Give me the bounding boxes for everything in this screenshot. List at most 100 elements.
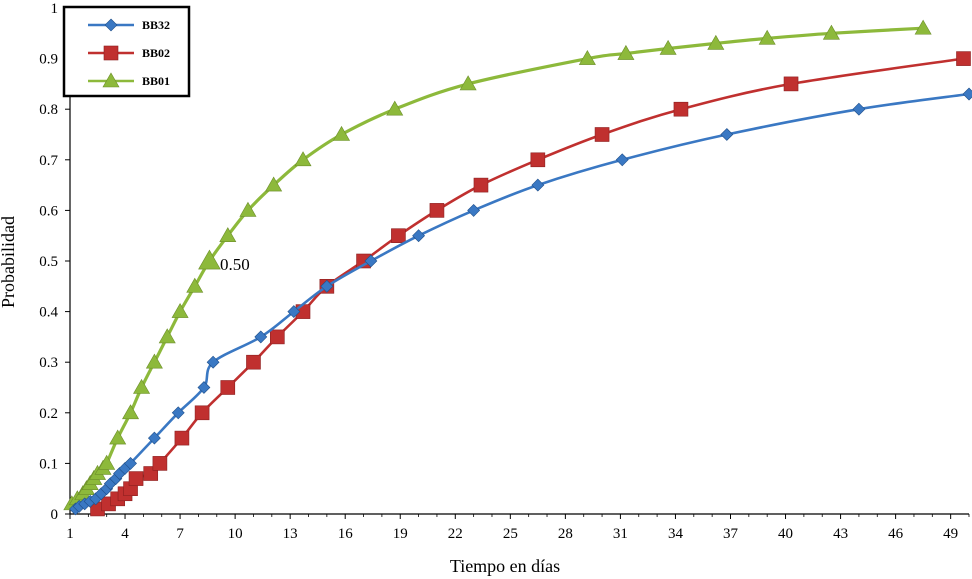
x-axis-label: Tiempo en días (450, 556, 560, 576)
point-bb32 (254, 330, 268, 344)
point-bb01 (659, 39, 677, 55)
point-bb32 (962, 87, 972, 101)
point-bb01 (578, 49, 596, 65)
point-bb32 (852, 102, 866, 116)
point-bb32 (197, 381, 211, 394)
point-bb01 (109, 429, 127, 445)
legend-label-bb02: BB02 (142, 46, 170, 60)
point-bb32 (467, 203, 481, 217)
series-bb02 (90, 51, 971, 517)
legend-swatch-marker (102, 72, 120, 88)
point-bb01 (386, 100, 404, 116)
series-group (63, 19, 972, 517)
point-bb01 (758, 29, 776, 45)
point-bb32 (287, 305, 301, 319)
x-tick-label: 13 (283, 526, 298, 542)
point-bb32 (171, 406, 185, 420)
x-tick-label: 46 (888, 526, 904, 542)
legend-item-bb01: BB01 (88, 72, 170, 88)
point-bb01 (914, 19, 932, 35)
x-tick-label: 34 (668, 526, 684, 542)
legend-item-bb02: BB02 (88, 45, 170, 61)
legend-label-bb01: BB01 (142, 74, 170, 88)
point-bb01 (186, 277, 204, 293)
point-bb01 (459, 75, 477, 91)
x-tick-label: 1 (66, 526, 74, 542)
point-bb01 (171, 302, 189, 318)
y-tick-label: 0.1 (39, 456, 58, 472)
y-axis-label: Probabilidad (0, 216, 18, 308)
point-bb01 (617, 44, 635, 60)
point-bb02 (270, 329, 285, 345)
line-bb01 (70, 26, 924, 506)
x-axis-ticks: 1 4 7 10 13 16 19 22 25 28 31 34 37 40 43 46 49 (66, 514, 970, 542)
point-bb32 (147, 431, 161, 445)
legend-swatch-marker (103, 45, 119, 61)
point-bb02 (174, 430, 190, 446)
point-bb01 (98, 454, 116, 470)
x-tick-label: 7 (176, 526, 184, 542)
point-bb02 (956, 51, 971, 66)
point-bb01 (707, 34, 725, 50)
point-bb32 (615, 153, 629, 167)
series-bb32 (69, 87, 972, 516)
point-bb01 (198, 249, 221, 270)
point-bb32 (531, 178, 545, 192)
line-bb32 (74, 92, 970, 510)
y-tick-label: 0.9 (39, 52, 58, 68)
y-tick-label: 0.4 (39, 305, 58, 321)
point-bb01 (219, 227, 237, 242)
point-bb02 (530, 152, 546, 168)
point-bb01 (333, 125, 351, 141)
x-tick-label: 31 (613, 526, 628, 542)
point-bb32 (206, 355, 220, 369)
point-bb01 (133, 378, 151, 394)
point-bb32 (364, 254, 378, 268)
point-bb02 (128, 471, 144, 486)
point-bb02 (391, 228, 406, 243)
y-tick-label: 0 (51, 507, 59, 523)
y-tick-label: 0.3 (39, 355, 58, 371)
legend: BB32 BB02 BB01 (62, 5, 191, 98)
x-tick-label: 4 (121, 526, 129, 542)
point-bb01 (122, 404, 140, 420)
point-bb02 (194, 405, 210, 421)
point-bb01 (265, 176, 283, 192)
y-tick-label: 1 (51, 1, 59, 17)
x-tick-label: 49 (943, 526, 958, 542)
point-bb02 (673, 101, 689, 117)
x-tick-label: 19 (393, 526, 408, 542)
legend-swatch-marker (104, 18, 118, 32)
point-bb32 (320, 279, 334, 293)
point-bb32 (412, 229, 426, 243)
point-bb02 (429, 203, 445, 218)
legend-box (62, 5, 191, 98)
y-axis-ticks: 0 0.1 0.2 0.3 0.4 0.5 0.6 0.7 0.8 0.9 1 (39, 1, 70, 523)
point-bb01 (145, 353, 163, 369)
x-tick-label: 16 (338, 526, 354, 542)
x-tick-label: 28 (558, 526, 573, 542)
series-bb01 (63, 19, 932, 511)
point-bb02 (473, 177, 489, 193)
x-tick-label: 37 (723, 526, 739, 542)
y-tick-label: 0.5 (39, 254, 58, 270)
legend-item-bb32: BB32 (88, 18, 170, 32)
legend-label-bb32: BB32 (142, 18, 170, 32)
y-tick-label: 0.6 (39, 203, 58, 219)
point-bb01 (822, 24, 840, 40)
y-tick-label: 0.2 (39, 406, 58, 422)
x-tick-label: 22 (448, 526, 463, 542)
point-bb02 (220, 380, 236, 395)
annotation-050: 0.50 (220, 255, 250, 274)
y-tick-label: 0.7 (39, 153, 58, 169)
y-tick-label: 0.8 (39, 102, 58, 118)
point-bb02 (783, 76, 799, 92)
point-bb32 (720, 128, 734, 141)
point-bb02 (594, 127, 610, 142)
point-bb02 (152, 456, 168, 471)
x-tick-label: 40 (778, 526, 793, 542)
x-tick-label: 25 (503, 526, 518, 542)
point-bb02 (246, 354, 261, 370)
point-bb32 (124, 456, 137, 470)
